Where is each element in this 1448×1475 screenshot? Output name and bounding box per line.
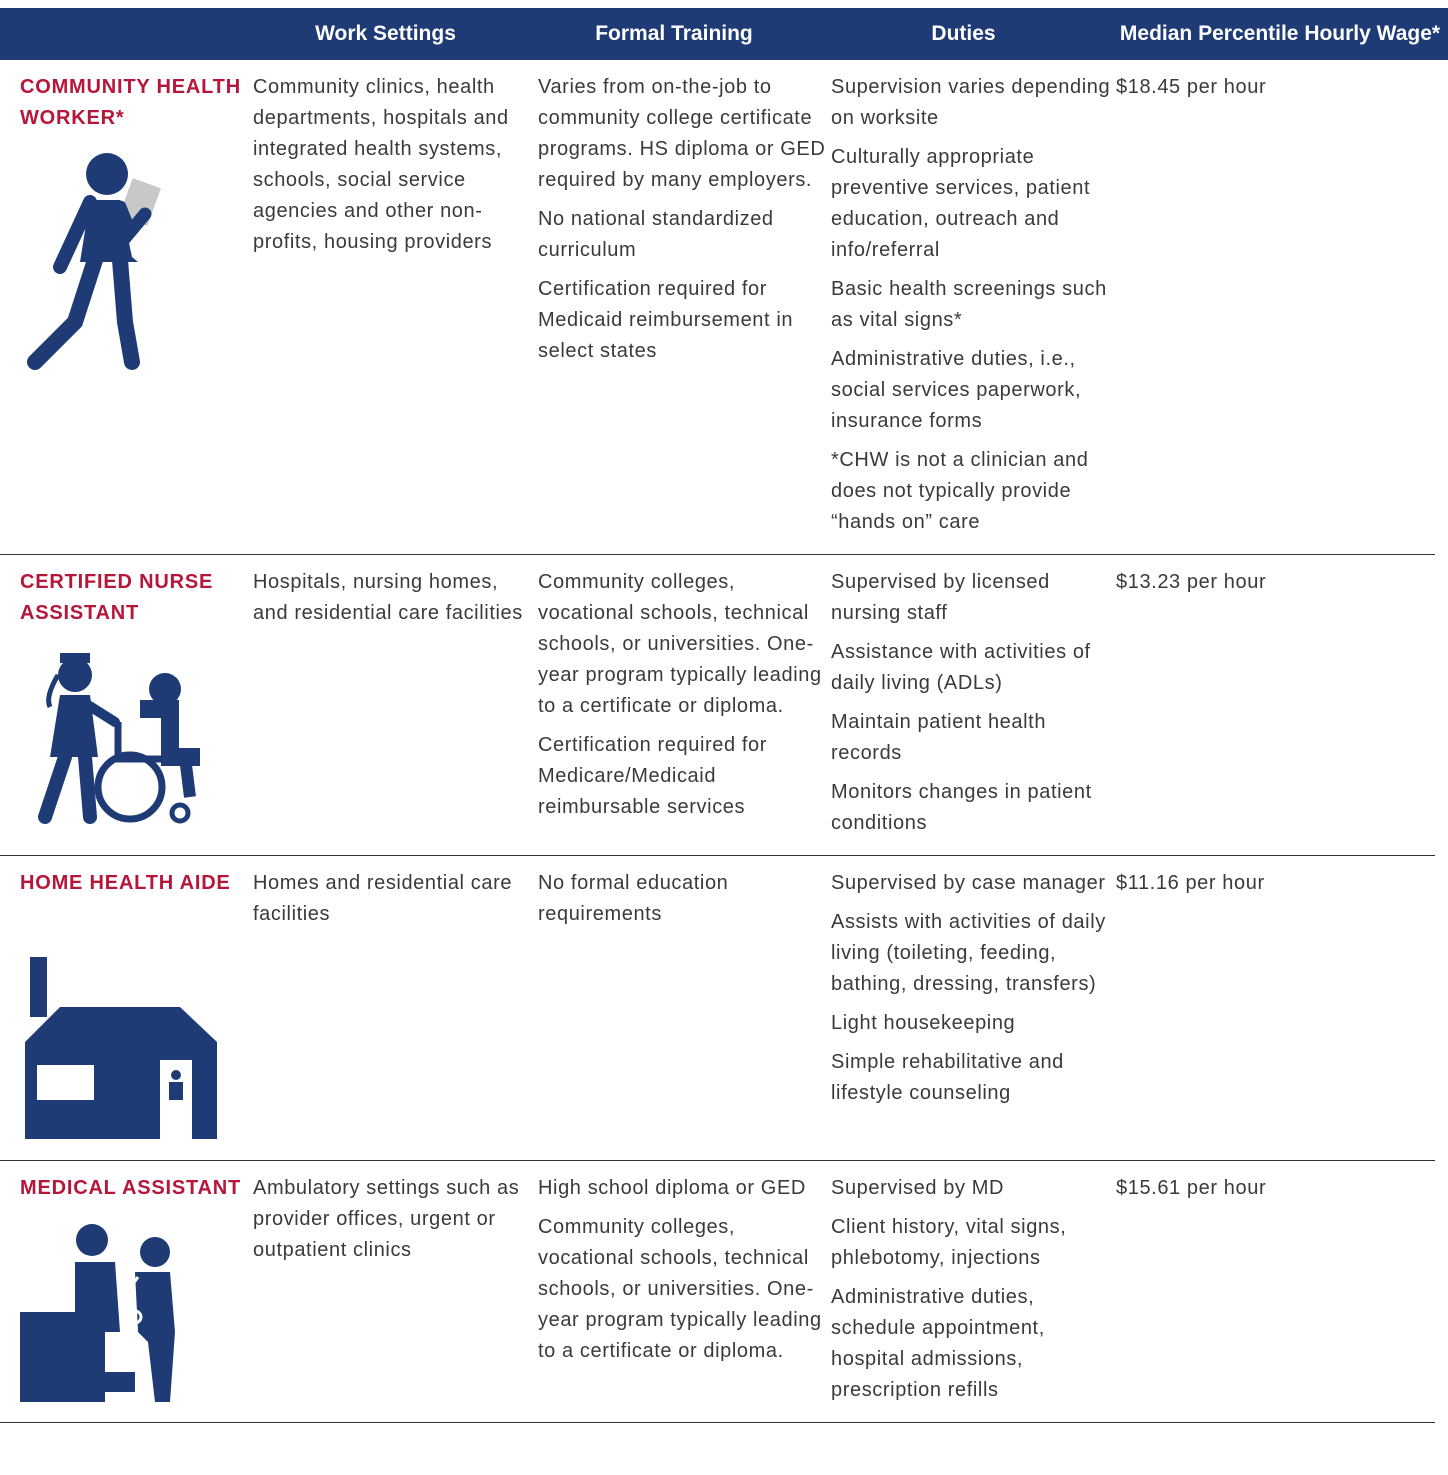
- wage: $18.45 per hour: [1116, 76, 1267, 98]
- paragraph: Supervised by licensed nursing staff: [831, 571, 1050, 624]
- role-cell: MEDICAL ASSISTANT: [20, 1173, 253, 1414]
- spacer: [0, 567, 20, 847]
- wage-cell: $18.45 per hour: [1116, 72, 1446, 546]
- paragraph: Monitors changes in patient conditions: [831, 781, 1092, 834]
- paragraph: Light housekeeping: [831, 1012, 1016, 1034]
- role-cell: CERTIFIED NURSE ASSISTANT: [20, 567, 253, 847]
- formal-training-cell: Community colleges, vocational schools, …: [538, 567, 831, 847]
- paragraph: Administrative duties, i.e., social serv…: [831, 348, 1082, 432]
- wage: $13.23 per hour: [1116, 571, 1267, 593]
- wage-cell: $15.61 per hour: [1116, 1173, 1446, 1414]
- icon: [20, 1224, 175, 1402]
- paragraph: Maintain patient health records: [831, 711, 1047, 764]
- formal-training-cell: Varies from on-the-job to community coll…: [538, 72, 831, 546]
- table-row: HOME HEALTH AIDE Homes and residential c…: [0, 856, 1435, 1161]
- paragraph: Culturally appropriate preventive servic…: [831, 146, 1091, 261]
- paragraph: Community colleges, vocational schools, …: [538, 1216, 822, 1362]
- role-cell: COMMUNITY HEALTH WORKER*: [20, 72, 253, 546]
- paragraph: Supervision varies depending on worksite: [831, 76, 1111, 129]
- spacer: [0, 868, 20, 1152]
- work-settings-cell: Ambulatory settings such as provider off…: [253, 1173, 538, 1414]
- spacer: [0, 72, 20, 546]
- work-settings-cell: Community clinics, health departments, h…: [253, 72, 538, 546]
- paragraph: No formal education requirements: [538, 872, 729, 925]
- formal-training-cell: No formal education requirements: [538, 868, 831, 1152]
- paragraph: Basic health screenings such as vital si…: [831, 278, 1107, 331]
- icon: [25, 957, 217, 1139]
- paragraph: Certification required for Medicare/Medi…: [538, 734, 768, 818]
- role-icon: [20, 1222, 253, 1412]
- table-row: COMMUNITY HEALTH WORKER* Community clini…: [0, 60, 1435, 555]
- duties-cell: Supervised by MD Client history, vital si…: [831, 1173, 1116, 1414]
- icon: [38, 653, 205, 824]
- icon: [27, 153, 161, 370]
- role-icon: [20, 917, 253, 1152]
- paragraph: Supervised by case manager: [831, 872, 1106, 894]
- column-header: Work Settings: [315, 22, 456, 45]
- column-header: Formal Training: [595, 22, 753, 45]
- role-title: HOME HEALTH AIDE: [20, 872, 231, 894]
- role-icon: [20, 647, 253, 847]
- paragraph: Community colleges, vocational schools, …: [538, 571, 822, 717]
- paragraph: *CHW is not a clinician and does not typ…: [831, 449, 1089, 533]
- table-row: CERTIFIED NURSE ASSISTANT Hospitals, nur…: [0, 555, 1435, 856]
- duties-cell: Supervised by licensed nursing staff Assi…: [831, 567, 1116, 847]
- wage: $11.16 per hour: [1116, 872, 1265, 894]
- paragraph: Supervised by MD: [831, 1177, 1004, 1199]
- paragraph: No national standardized curriculum: [538, 208, 774, 261]
- work-settings-cell: Homes and residential care facilities: [253, 868, 538, 1152]
- table-body: COMMUNITY HEALTH WORKER* Community clini…: [0, 60, 1448, 1423]
- spacer: [0, 1173, 20, 1414]
- paragraph: Client history, vital signs, phlebotomy,…: [831, 1216, 1067, 1269]
- paragraph: Simple rehabilitative and lifestyle coun…: [831, 1051, 1064, 1104]
- role-title: COMMUNITY HEALTH WORKER*: [20, 76, 241, 129]
- paragraph: Community clinics, health departments, h…: [253, 76, 509, 253]
- role-icon: [20, 152, 253, 392]
- paragraph: Hospitals, nursing homes, and residentia…: [253, 571, 523, 624]
- table-row: MEDICAL ASSISTANT Ambulatory settings su…: [0, 1161, 1435, 1423]
- work-settings-cell: Hospitals, nursing homes, and residentia…: [253, 567, 538, 847]
- paragraph: Certification required for Medicaid reim…: [538, 278, 794, 362]
- paragraph: Assists with activities of daily living …: [831, 911, 1106, 995]
- header-bar: Work Settings Formal Training Duties Med…: [0, 8, 1448, 60]
- column-header: Median Percentile Hourly Wage*: [1119, 22, 1441, 45]
- wage-cell: $13.23 per hour: [1116, 567, 1446, 847]
- wage-cell: $11.16 per hour: [1116, 868, 1446, 1152]
- column-header: Duties: [931, 22, 996, 45]
- duties-cell: Supervised by case manager Assists with a…: [831, 868, 1116, 1152]
- role-title: MEDICAL ASSISTANT: [20, 1177, 242, 1199]
- role-title: CERTIFIED NURSE ASSISTANT: [20, 571, 214, 624]
- role-cell: HOME HEALTH AIDE: [20, 868, 253, 1152]
- formal-training-cell: High school diploma or GED Community coll…: [538, 1173, 831, 1414]
- paragraph: Assistance with activities of daily livi…: [831, 641, 1091, 694]
- paragraph: High school diploma or GED: [538, 1177, 806, 1199]
- duties-cell: Supervision varies depending on worksite…: [831, 72, 1116, 546]
- paragraph: Varies from on-the-job to community coll…: [538, 76, 826, 191]
- wage: $15.61 per hour: [1116, 1177, 1267, 1199]
- paragraph: Homes and residential care facilities: [253, 872, 513, 925]
- paragraph: Administrative duties, schedule appointm…: [831, 1286, 1045, 1401]
- paragraph: Ambulatory settings such as provider off…: [253, 1177, 520, 1261]
